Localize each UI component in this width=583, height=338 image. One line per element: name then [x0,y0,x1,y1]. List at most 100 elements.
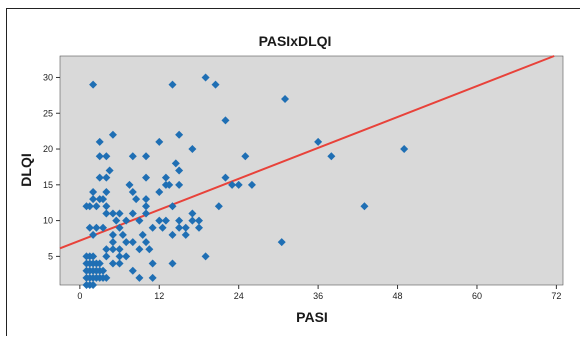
data-point [188,209,197,218]
data-point [175,130,184,139]
data-point [241,152,250,161]
y-tick-label: 15 [43,180,53,190]
data-point [360,202,369,211]
data-point [161,216,170,225]
data-point [125,180,134,189]
y-tick-label: 5 [48,251,53,261]
data-point [194,216,203,225]
data-point [115,223,124,232]
data-point [175,216,184,225]
data-point [85,202,94,211]
data-point [92,202,101,211]
fit-line [59,55,555,250]
data-point [211,80,220,89]
data-point [122,238,131,247]
data-point [221,173,230,182]
y-tick-label: 20 [43,144,53,154]
data-point [168,80,177,89]
data-point [108,209,117,218]
x-tick-label: 24 [234,291,244,301]
data-point [95,137,104,146]
data-point [108,230,117,239]
data-point [115,252,124,261]
data-point [102,273,111,282]
data-point [95,173,104,182]
data-point [181,230,190,239]
data-point [145,245,154,254]
data-point [175,223,184,232]
data-point [155,137,164,146]
data-point [142,152,151,161]
data-point [102,252,111,261]
data-point [201,252,210,261]
data-point [108,130,117,139]
data-point [247,180,256,189]
chart-frame [6,8,580,336]
data-point [155,187,164,196]
data-point [158,223,167,232]
data-point [102,152,111,161]
data-point [142,195,151,204]
data-point [102,187,111,196]
x-tick-label: 36 [313,291,323,301]
data-point [99,223,108,232]
data-point [105,166,114,175]
data-point [102,202,111,211]
data-point [115,245,124,254]
data-point [102,245,111,254]
data-point [214,202,223,211]
data-point [234,180,243,189]
data-point [228,180,237,189]
data-point [102,173,111,182]
data-point [128,209,137,218]
data-point [165,180,174,189]
data-point [92,223,101,232]
data-point [221,116,230,125]
data-point [89,80,98,89]
data-point [175,180,184,189]
x-tick-label: 12 [154,291,164,301]
data-point [122,252,131,261]
data-point [168,259,177,268]
data-point [122,216,131,225]
x-tick-label: 72 [551,291,561,301]
data-point [108,245,117,254]
data-point [314,137,323,146]
data-point [108,238,117,247]
data-point [89,187,98,196]
y-tick-label: 10 [43,216,53,226]
data-point [201,73,210,82]
data-point [142,202,151,211]
data-point [128,152,137,161]
data-point [168,230,177,239]
data-point [171,159,180,168]
x-axis-label: PASI [296,309,328,325]
data-point [99,195,108,204]
data-point [142,238,151,247]
data-point [115,209,124,218]
data-point [327,152,336,161]
data-point [89,195,98,204]
x-tick-label: 48 [393,291,403,301]
data-point [128,266,137,275]
y-axis-label: DLQI [18,153,34,186]
data-point [142,209,151,218]
data-point [168,202,177,211]
data-point [161,173,170,182]
y-tick-label: 25 [43,108,53,118]
data-point [148,273,157,282]
data-point [181,223,190,232]
data-point [112,216,121,225]
x-tick-label: 60 [472,291,482,301]
data-point [148,223,157,232]
data-point [85,223,94,232]
data-point [99,266,108,275]
data-point [95,259,104,268]
data-point [135,245,144,254]
data-point [108,259,117,268]
data-point [188,216,197,225]
data-point [194,223,203,232]
y-tick-label: 30 [43,72,53,82]
data-point [128,238,137,247]
